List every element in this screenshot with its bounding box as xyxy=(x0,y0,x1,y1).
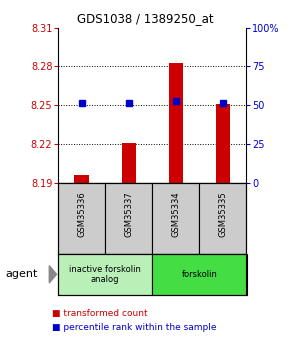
Text: ■ transformed count: ■ transformed count xyxy=(52,309,148,318)
Text: inactive forskolin
analog: inactive forskolin analog xyxy=(69,265,141,284)
Text: GSM35334: GSM35334 xyxy=(171,191,180,237)
Bar xyxy=(216,104,230,183)
Text: GDS1038 / 1389250_at: GDS1038 / 1389250_at xyxy=(77,12,213,25)
Bar xyxy=(199,183,246,254)
Text: GSM35335: GSM35335 xyxy=(218,191,227,237)
Text: ■ percentile rank within the sample: ■ percentile rank within the sample xyxy=(52,323,217,332)
Bar xyxy=(152,183,200,254)
Bar xyxy=(58,254,152,295)
Bar xyxy=(152,254,246,295)
Bar xyxy=(75,175,89,183)
Bar xyxy=(169,62,183,183)
Text: GSM35336: GSM35336 xyxy=(77,191,86,237)
Bar xyxy=(122,143,136,183)
Text: agent: agent xyxy=(6,269,38,279)
Text: GSM35337: GSM35337 xyxy=(124,191,133,237)
Bar xyxy=(105,183,152,254)
Bar xyxy=(58,183,105,254)
Text: forskolin: forskolin xyxy=(182,270,217,279)
